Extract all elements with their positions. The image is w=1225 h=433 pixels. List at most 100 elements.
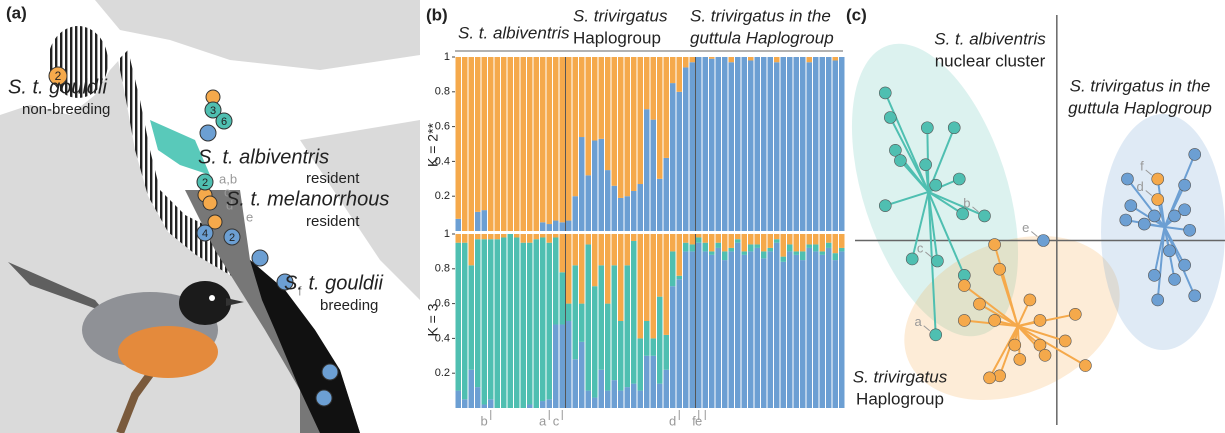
bar-segment bbox=[624, 57, 630, 197]
bar-segment bbox=[546, 57, 552, 225]
bar-segment bbox=[728, 234, 734, 248]
bar-segment bbox=[696, 242, 702, 408]
point bbox=[919, 158, 932, 171]
bar-segment bbox=[715, 247, 721, 408]
point bbox=[1163, 244, 1176, 258]
point bbox=[889, 144, 902, 157]
bar-segment bbox=[637, 184, 643, 231]
bar-segment bbox=[644, 109, 650, 231]
bar-segment bbox=[494, 239, 500, 408]
y-tick-label: 1 bbox=[444, 51, 450, 63]
group-header: S. trivirgatus in the bbox=[690, 6, 831, 25]
y-tick-label: 0.2 bbox=[435, 367, 450, 379]
bar-segment bbox=[637, 234, 643, 339]
bar-segment bbox=[637, 390, 643, 408]
bar-segment bbox=[761, 234, 767, 252]
bar-segment bbox=[475, 234, 481, 240]
bar-segment bbox=[624, 234, 630, 266]
bar-segment bbox=[806, 57, 812, 63]
bar-segment bbox=[676, 234, 682, 276]
sample bbox=[199, 124, 217, 142]
bar-segment bbox=[579, 234, 585, 304]
bar-segment bbox=[826, 242, 832, 248]
point bbox=[1008, 338, 1022, 352]
bar-segment bbox=[715, 57, 721, 231]
point bbox=[884, 111, 897, 124]
bar-segment bbox=[592, 286, 598, 398]
bar-segment bbox=[774, 62, 780, 231]
bar-segment bbox=[468, 234, 474, 266]
point bbox=[1151, 193, 1165, 206]
star-line bbox=[899, 159, 930, 193]
bar-segment bbox=[761, 251, 767, 259]
sample bbox=[48, 66, 68, 86]
star-line bbox=[1163, 184, 1186, 228]
bar-segment bbox=[800, 234, 806, 252]
bar-segment bbox=[728, 62, 734, 231]
bar-segment bbox=[722, 57, 728, 231]
point-label: b bbox=[963, 195, 970, 210]
group-header: S. trivirgatus bbox=[573, 6, 668, 25]
bar-segment bbox=[696, 237, 702, 243]
point bbox=[1188, 289, 1202, 303]
bar-segment bbox=[689, 62, 695, 231]
point bbox=[983, 371, 996, 385]
sample-count: 4 bbox=[202, 228, 208, 240]
bar-segment bbox=[663, 57, 669, 158]
sample bbox=[202, 195, 218, 211]
bar-segment bbox=[618, 390, 624, 408]
sample bbox=[251, 249, 269, 267]
bar-segment bbox=[793, 57, 799, 231]
bar-segment bbox=[761, 258, 767, 408]
bar-segment bbox=[488, 234, 494, 240]
bar-segment bbox=[761, 57, 767, 231]
bar-segment bbox=[702, 251, 708, 408]
y-tick-label: 0.2 bbox=[435, 190, 450, 202]
point bbox=[894, 154, 907, 167]
group-header: S. t. albiventris bbox=[458, 23, 570, 42]
bar-segment bbox=[624, 265, 630, 388]
point bbox=[929, 178, 943, 192]
bar-segment bbox=[722, 251, 728, 261]
bar-segment bbox=[533, 239, 539, 408]
point bbox=[931, 254, 944, 268]
bar-segment bbox=[689, 251, 695, 408]
bar-segment bbox=[793, 234, 799, 252]
map-label: S. t. gouldii bbox=[8, 76, 108, 98]
bar-segment bbox=[819, 234, 825, 252]
bar-segment bbox=[553, 237, 559, 325]
bar-segment bbox=[468, 369, 474, 408]
star-line bbox=[963, 284, 1019, 327]
bar-segment bbox=[780, 261, 786, 408]
bar-segment bbox=[520, 234, 526, 243]
bar-segment bbox=[676, 275, 682, 280]
point bbox=[952, 172, 966, 186]
bar-segment bbox=[611, 185, 617, 231]
bar-segment bbox=[813, 244, 819, 252]
point bbox=[978, 209, 991, 223]
bar-segment bbox=[806, 247, 812, 408]
map-label: resident bbox=[306, 170, 360, 187]
bar-segment bbox=[780, 256, 786, 262]
bar-segment bbox=[644, 321, 650, 356]
bar-segment bbox=[832, 57, 838, 61]
map-label: S. t. gouldii bbox=[284, 272, 384, 294]
point bbox=[1183, 223, 1196, 237]
point bbox=[1148, 269, 1161, 282]
breeding-range bbox=[250, 260, 360, 433]
bar-segment bbox=[832, 60, 838, 232]
y-tick-label: 0.4 bbox=[435, 155, 450, 167]
star-line bbox=[1017, 325, 1066, 342]
y-tick-label: 0.6 bbox=[435, 121, 450, 133]
bar-segment bbox=[709, 251, 715, 255]
y-axis-label: K = 2** bbox=[425, 122, 441, 167]
point bbox=[988, 238, 1001, 251]
bar-segment bbox=[702, 57, 708, 231]
point bbox=[1178, 258, 1191, 272]
point bbox=[1119, 213, 1133, 227]
bar-segment bbox=[709, 57, 715, 59]
bar-segment bbox=[689, 234, 695, 245]
bar-segment bbox=[481, 234, 487, 240]
bar-segment bbox=[481, 210, 487, 231]
